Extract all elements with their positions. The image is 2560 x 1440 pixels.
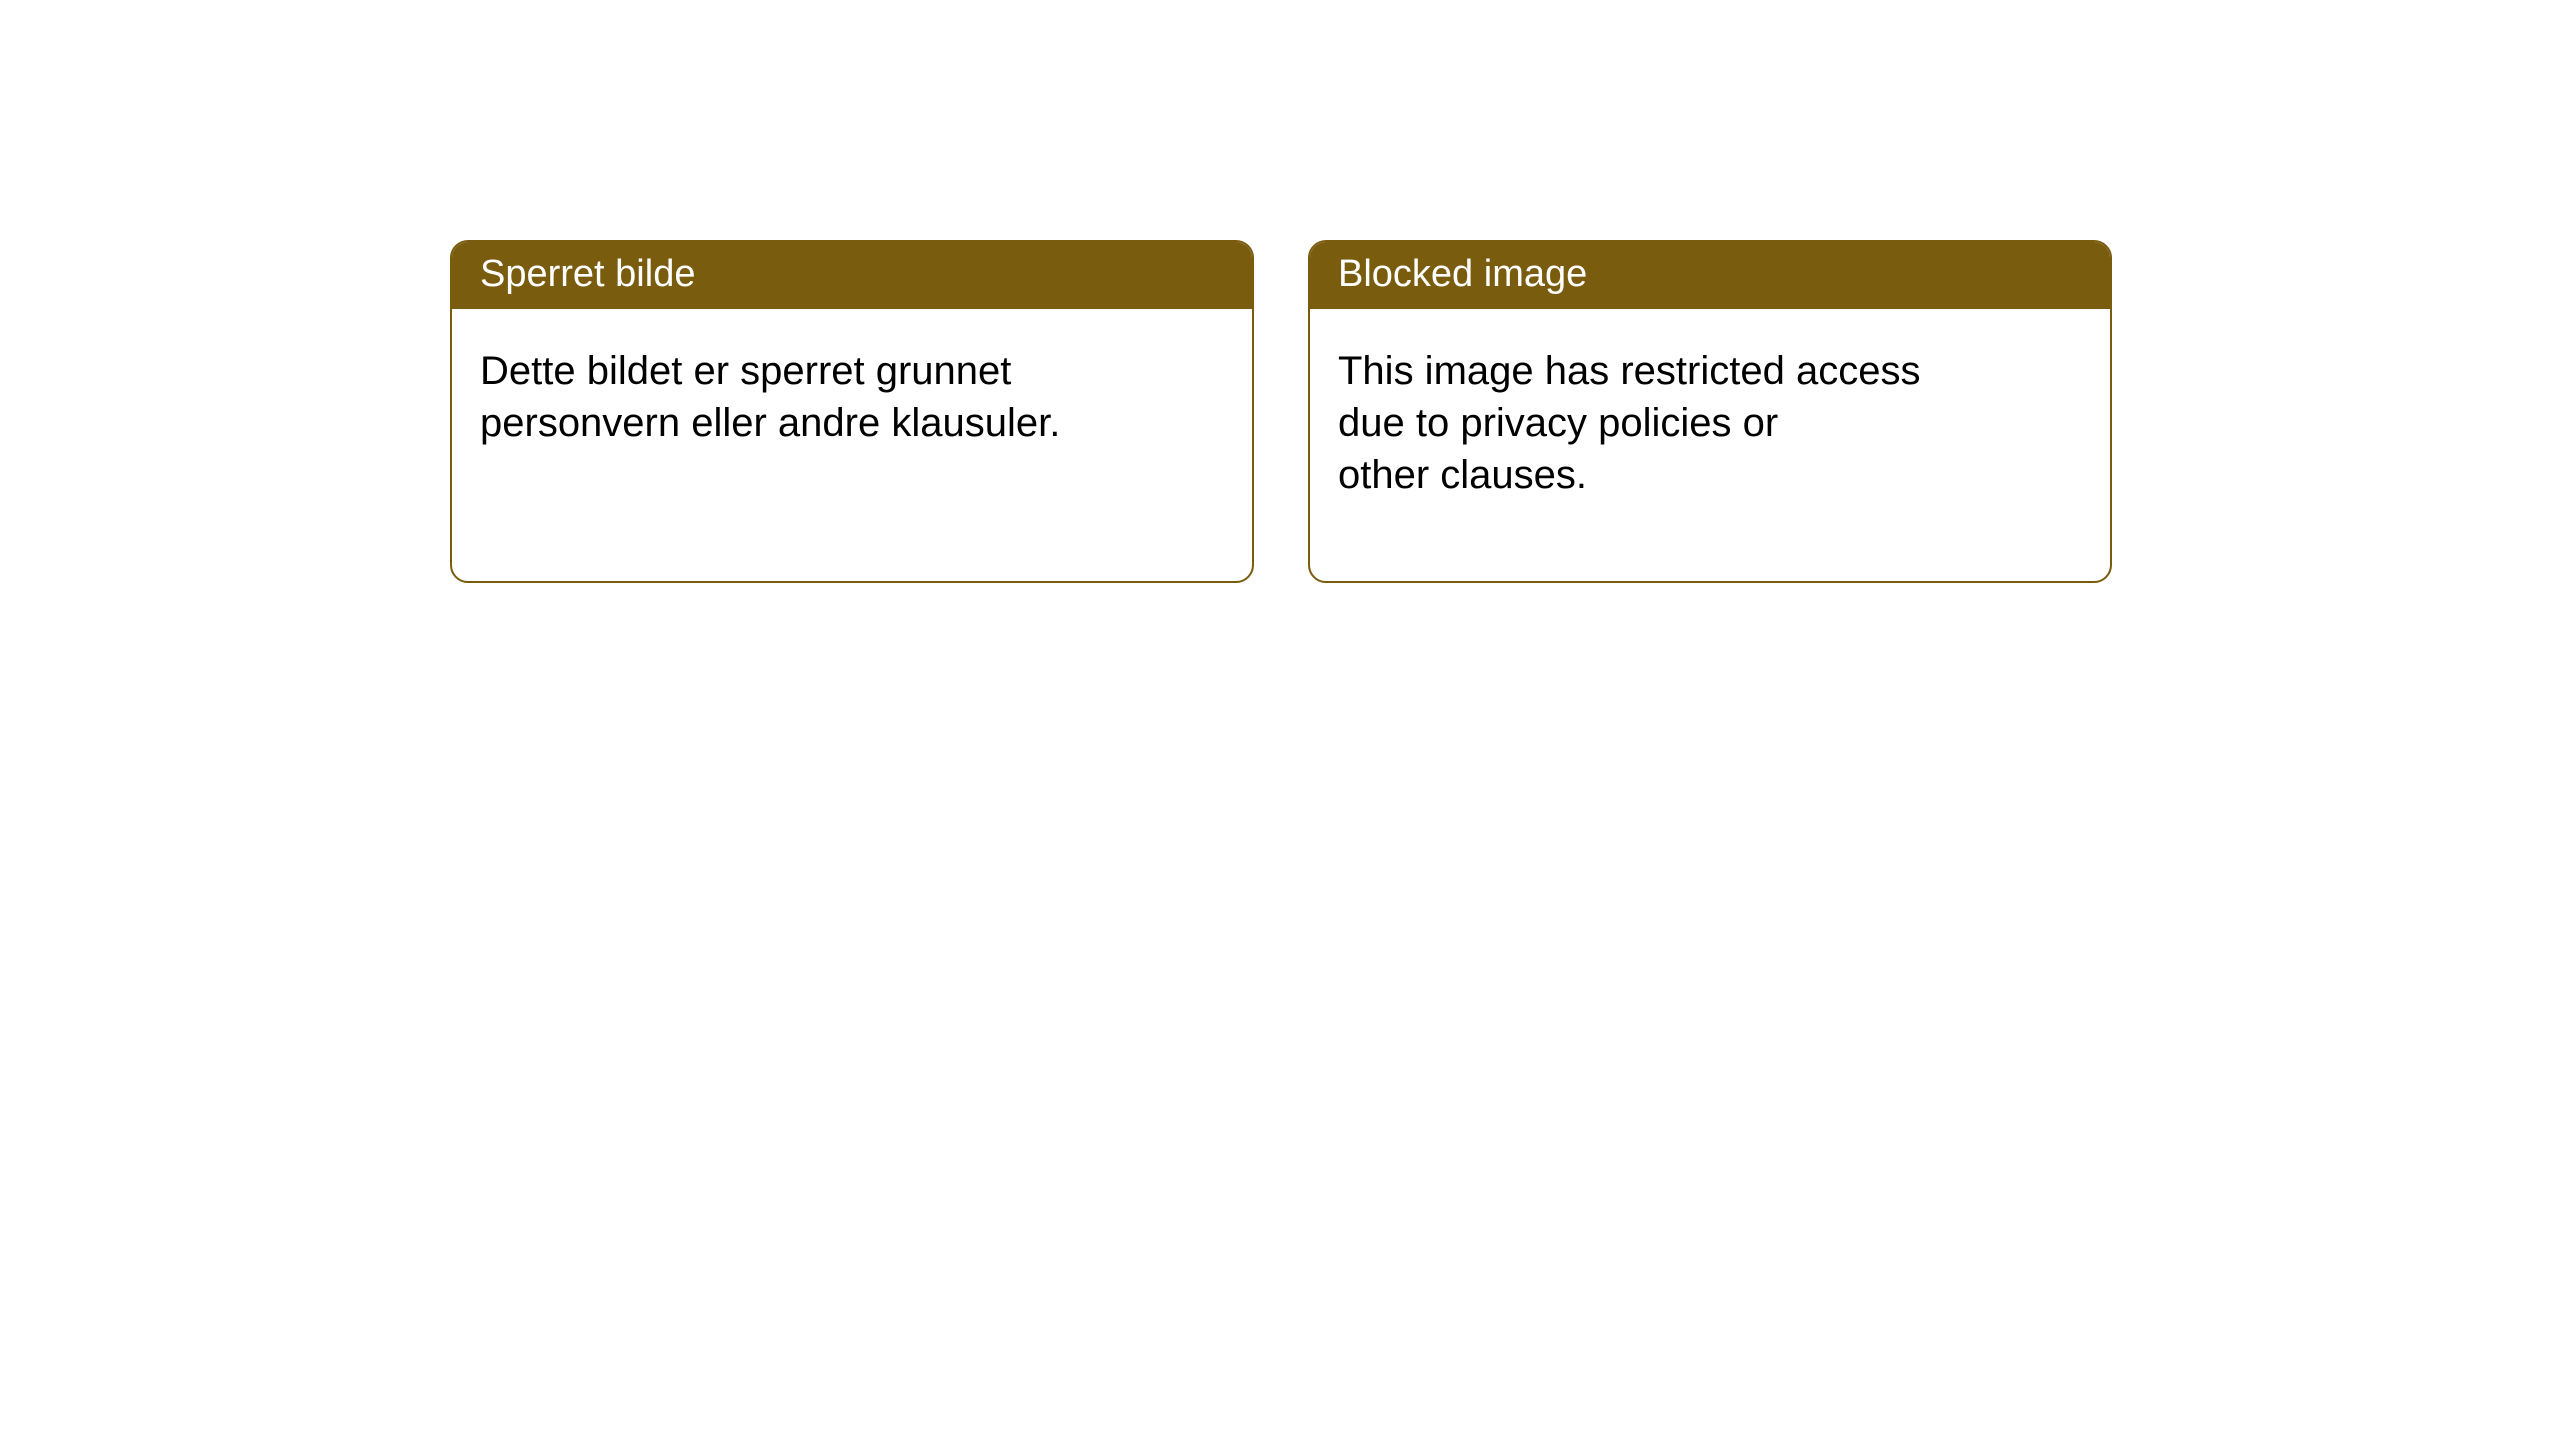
panel-header: Blocked image xyxy=(1310,242,2110,309)
panel-norwegian: Sperret bilde Dette bildet er sperret gr… xyxy=(450,240,1254,583)
panel-body: Dette bildet er sperret grunnet personve… xyxy=(452,309,1252,579)
blocked-image-panels: Sperret bilde Dette bildet er sperret gr… xyxy=(450,240,2560,583)
panel-body: This image has restricted access due to … xyxy=(1310,309,2110,581)
panel-title: Blocked image xyxy=(1338,253,1587,295)
panel-title: Sperret bilde xyxy=(480,253,695,295)
panel-header: Sperret bilde xyxy=(452,242,1252,309)
panel-english: Blocked image This image has restricted … xyxy=(1308,240,2112,583)
